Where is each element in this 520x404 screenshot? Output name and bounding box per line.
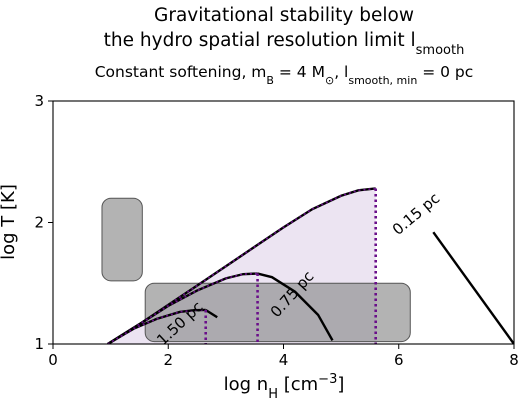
ticks-group: 0 2 4 6 8 1 2 3: [34, 92, 518, 369]
shaded-box-lower: [144, 282, 411, 343]
y-axis-label: log T [K]: [0, 184, 19, 260]
chart-title-line2: the hydro spatial resolution limit lsmoo…: [104, 30, 465, 58]
y-tick-label: 1: [34, 335, 44, 353]
curve-rising-1: [107, 272, 258, 344]
curve-rising-dotted-2: [107, 309, 206, 344]
chart-subtitle: Constant softening, mB = 4 M⊙, lsmooth, …: [95, 63, 474, 87]
curve-falling-0: [432, 231, 514, 344]
chart-title-line1: Gravitational stability below: [154, 5, 414, 26]
y-tick-label: 3: [34, 92, 44, 110]
x-tick-label: 2: [163, 351, 173, 369]
plot-area: 0.15 pc0.75 pc1.50 pc: [101, 187, 514, 344]
y-tick-label: 2: [34, 214, 44, 232]
x-tick-label: 6: [394, 351, 404, 369]
x-tick-label: 0: [48, 351, 58, 369]
x-axis-label: log nH [cm−3]: [224, 372, 345, 402]
curve-falling-1: [257, 272, 334, 341]
curve-label-0: 0.15 pc: [389, 189, 443, 239]
curve-falling-2: [205, 308, 218, 319]
x-tick-label: 8: [509, 351, 519, 369]
shaded-box-upper: [101, 197, 143, 282]
x-tick-label: 4: [279, 351, 289, 369]
